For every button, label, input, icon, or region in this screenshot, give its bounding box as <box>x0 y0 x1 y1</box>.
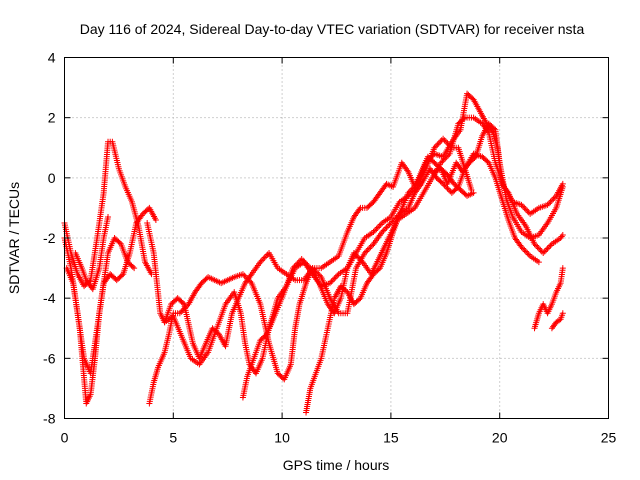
y-tick-label: -2 <box>43 230 56 246</box>
series-arc-8 <box>239 114 566 401</box>
data-point <box>105 213 112 220</box>
series-line <box>66 207 157 405</box>
x-tick-label: 10 <box>274 430 290 446</box>
data-point <box>356 296 363 303</box>
data-point <box>468 186 475 193</box>
axis-ticks: 0 5 10 15 20 25 -8 -6 -4 -2 0 2 4 <box>43 50 616 446</box>
data-point <box>559 180 566 187</box>
x-tick-label: 5 <box>169 430 177 446</box>
series-arc-3 <box>63 204 159 407</box>
chart-title: Day 116 of 2024, Sidereal Day-to-day VTE… <box>80 21 585 37</box>
y-tick-label: -8 <box>43 411 56 427</box>
plot-area <box>61 90 566 416</box>
x-tick-label: 25 <box>601 430 617 446</box>
data-point <box>152 216 159 223</box>
y-tick-label: 2 <box>48 110 56 126</box>
series-arc-5 <box>144 120 566 362</box>
x-axis-label: GPS time / hours <box>283 457 390 473</box>
y-tick-label: -6 <box>43 350 56 366</box>
data-point <box>129 263 136 270</box>
y-tick-label: 0 <box>48 170 56 186</box>
y-axis-label: SDTVAR / TECUs <box>6 182 22 294</box>
data-point <box>179 299 186 306</box>
data-point <box>116 239 123 246</box>
data-point <box>118 272 125 279</box>
series-arc-10 <box>431 165 477 199</box>
series-line <box>148 93 564 404</box>
data-point <box>535 259 542 266</box>
y-tick-label: 4 <box>48 50 56 66</box>
data-point <box>262 332 269 339</box>
data-point <box>438 179 445 186</box>
series-arc-6 <box>146 90 566 407</box>
data-point <box>559 231 566 238</box>
data-point <box>470 189 477 196</box>
x-tick-label: 15 <box>383 430 399 446</box>
data-point <box>484 158 491 165</box>
y-tick-label: -4 <box>43 290 56 306</box>
series-arc-11 <box>531 265 566 332</box>
data-point <box>460 115 467 122</box>
series-arc-4 <box>72 213 112 293</box>
data-point <box>375 266 382 273</box>
data-point <box>559 265 566 272</box>
series-arc-12 <box>548 310 566 332</box>
data-point <box>559 310 566 317</box>
x-tick-label: 20 <box>492 430 508 446</box>
series-arc-9 <box>303 150 542 416</box>
data-point <box>556 317 563 324</box>
x-tick-label: 0 <box>61 430 69 446</box>
data-point <box>131 265 138 272</box>
